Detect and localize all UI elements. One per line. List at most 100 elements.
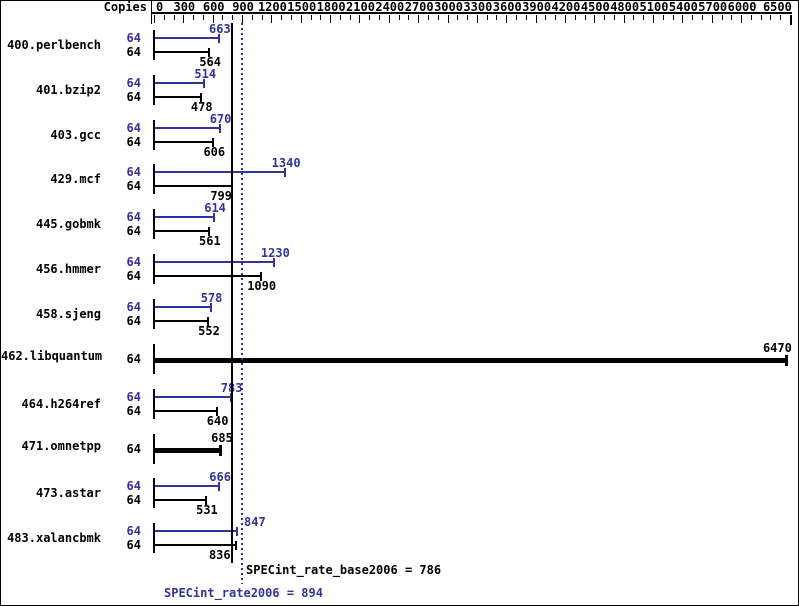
benchmark-label: 429.mcf	[50, 172, 101, 186]
peak-value-label: 670	[209, 112, 232, 126]
peak-bar	[155, 306, 212, 308]
axis-tick-label: 2700	[404, 0, 434, 14]
axis-minor-tick	[692, 15, 694, 20]
axis-minor-tick	[467, 15, 469, 20]
axis-major-tick	[418, 15, 420, 23]
axis-minor-tick	[750, 15, 752, 20]
peak-bar	[155, 216, 216, 218]
axis-minor-tick	[202, 15, 204, 20]
copies-value-peak: 64	[126, 300, 141, 314]
benchmark-label: 462.libquantum	[1, 349, 103, 363]
base-bar	[155, 320, 209, 322]
base-bar	[155, 185, 234, 187]
benchmark-label: 400.perlbench	[7, 38, 101, 52]
axis-tick-label: 2100	[346, 0, 375, 14]
copies-value-base: 64	[126, 135, 141, 149]
axis-major-tick	[535, 15, 537, 23]
peak-bar-endcap	[203, 79, 206, 88]
copies-value-base: 64	[126, 179, 141, 193]
base-value-label: 531	[196, 503, 218, 517]
base-value-label: 1090	[247, 279, 277, 293]
axis-minor-tick	[662, 15, 664, 20]
base-bar-endcap	[212, 138, 215, 147]
peak-bar-endcap	[209, 303, 212, 312]
axis-minor-tick	[310, 15, 312, 20]
peak-bar-endcap	[218, 482, 221, 491]
base-bar	[155, 410, 218, 412]
axis-minor-tick	[379, 15, 381, 20]
copies-value: 64	[126, 442, 141, 456]
base-value-label: 640	[206, 414, 229, 428]
peak-bar	[155, 171, 287, 173]
axis-major-tick	[594, 15, 596, 23]
axis-tick-label: 0	[156, 0, 164, 14]
axis-major-tick	[183, 15, 185, 23]
axis-minor-tick	[437, 15, 439, 20]
copies-value-base: 64	[126, 314, 141, 328]
combined-value-label: 6470	[762, 341, 792, 355]
peak-value-label: 666	[209, 470, 231, 484]
axis-major-tick	[271, 15, 273, 23]
copies-value-base: 64	[126, 493, 141, 507]
axis-minor-tick	[516, 15, 518, 20]
axis-major-tick	[476, 15, 478, 23]
combined-bar-endcap	[785, 355, 789, 366]
base-bar	[155, 275, 262, 277]
axis-minor-tick	[613, 15, 615, 20]
peak-bar	[155, 485, 221, 487]
axis-minor-tick	[633, 15, 635, 20]
base-value-label: 478	[190, 100, 213, 114]
peak-bar-endcap	[235, 527, 238, 536]
peak-value-label: 614	[204, 201, 226, 215]
copies-value-peak: 64	[126, 165, 141, 179]
axis-major-tick	[300, 15, 302, 23]
base-bar	[155, 141, 215, 143]
axis-minor-tick	[457, 15, 459, 20]
benchmark-label: 473.astar	[35, 486, 101, 500]
axis-tick-label: 4200	[551, 0, 581, 14]
base-bar-endcap	[199, 93, 202, 102]
base-bar-endcap	[207, 227, 210, 236]
axis-major-tick	[330, 15, 332, 23]
peak-bar	[155, 261, 276, 263]
axis-tick-label: 4800	[610, 0, 640, 14]
axis-minor-tick	[760, 15, 762, 20]
axis-major-tick	[623, 15, 625, 23]
axis-tick-label: 2400	[375, 0, 405, 14]
copies-column-header: Copies	[103, 0, 147, 14]
combined-bar-endcap	[219, 445, 223, 456]
peak-bar-endcap	[229, 393, 232, 402]
axis-minor-tick	[496, 15, 498, 20]
axis-minor-tick	[339, 15, 341, 20]
peak-value-label: 1340	[271, 156, 301, 170]
base-value-label: 564	[199, 55, 222, 69]
copies-value-peak: 64	[126, 31, 141, 45]
peak-bar	[155, 37, 220, 39]
benchmark-label: 464.h264ref	[21, 397, 101, 411]
group-start-line	[153, 523, 155, 553]
group-start-line	[153, 434, 155, 464]
copies-value-base: 64	[126, 404, 141, 418]
axis-tick-label: 6500	[762, 0, 792, 14]
axis-tick-label: 6000	[727, 0, 757, 14]
axis-major-tick	[447, 15, 449, 23]
combined-bar	[155, 358, 789, 363]
group-start-line	[153, 164, 155, 194]
peak-bar	[155, 127, 221, 129]
peak-bar-endcap	[284, 168, 287, 177]
peak-value-label: 578	[200, 291, 223, 305]
axis-tick-label: 900	[232, 0, 254, 14]
axis-tick-label: 1800	[316, 0, 346, 14]
group-start-line	[153, 344, 155, 374]
combined-value-label: 685	[211, 431, 233, 445]
axis-tick-label: 5400	[668, 0, 698, 14]
copies-value-base: 64	[126, 90, 141, 104]
peak-result-text: SPECint_rate2006 = 894	[164, 586, 323, 600]
axis-major-tick	[242, 15, 244, 23]
base-bar-endcap	[208, 48, 211, 57]
axis-tick-label: 3600	[492, 0, 522, 14]
axis-major-tick	[653, 15, 654, 23]
base-value-label: 836	[208, 548, 231, 562]
peak-bar	[155, 396, 232, 398]
copies-value-peak: 64	[126, 524, 141, 538]
